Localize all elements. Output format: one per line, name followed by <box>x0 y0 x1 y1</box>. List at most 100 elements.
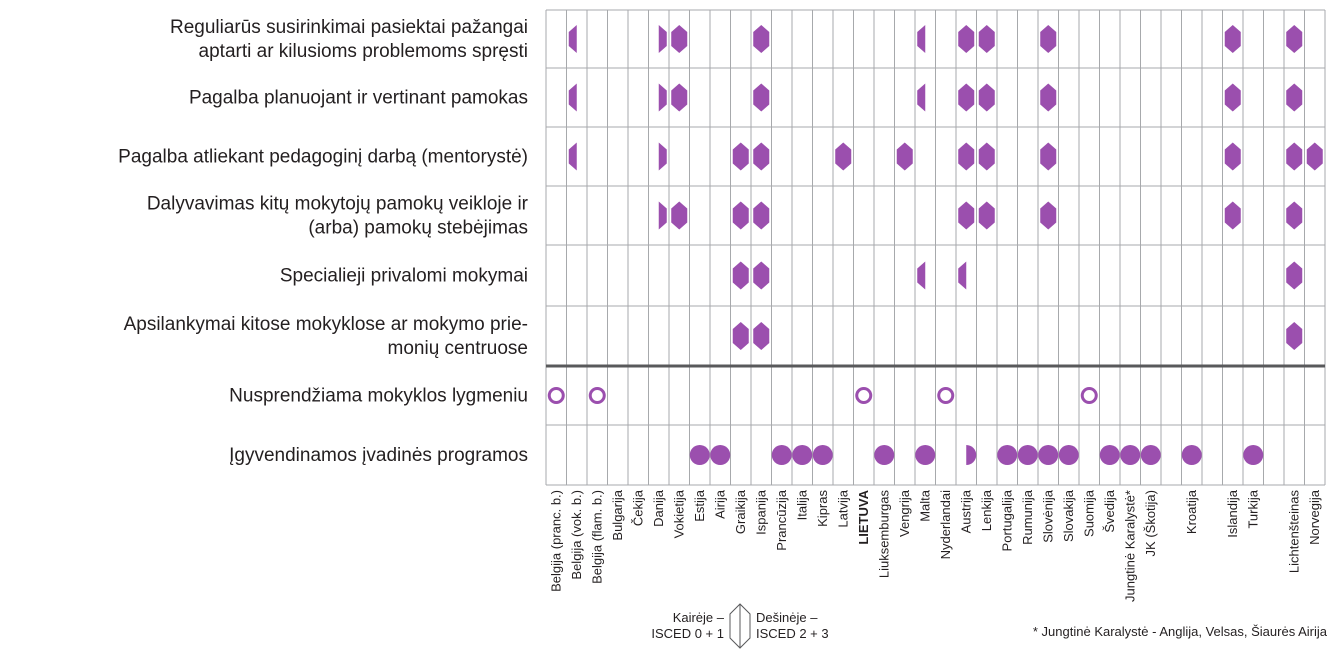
column-label: Turkija <box>1245 489 1260 528</box>
row-label: Specialieji privalomi mokymai <box>280 266 528 287</box>
mark-dot-half <box>966 445 977 465</box>
legend-symbol <box>729 603 751 649</box>
mark-both <box>753 322 770 350</box>
mark-dot <box>812 445 833 465</box>
mark-right <box>658 83 667 112</box>
footnote: * Jungtinė Karalystė - Anglija, Velsas, … <box>1033 624 1328 639</box>
column-label: Suomija <box>1081 489 1096 537</box>
mark-both <box>753 261 770 290</box>
column-label: Belgija (pranc. b.) <box>548 490 563 592</box>
mark-both <box>958 201 975 230</box>
mark-left <box>958 261 967 290</box>
mark-dot <box>710 445 731 465</box>
mark-dot <box>689 445 710 465</box>
mark-ring <box>855 387 873 404</box>
column-label: Švedija <box>1102 489 1117 532</box>
mark-dot <box>792 445 813 465</box>
mark-right <box>658 25 667 53</box>
column-label: JK (Škotija) <box>1143 490 1158 556</box>
mark-both <box>1224 25 1241 53</box>
row-label: Pagalba planuojant ir vertinant pamokas <box>189 88 528 109</box>
column-label: Malta <box>917 489 932 522</box>
column-label: Ispanija <box>753 489 768 535</box>
mark-ring <box>547 387 565 404</box>
legend-right: ISCED 2 + 3 <box>756 626 829 641</box>
mark-both <box>1040 25 1057 53</box>
column-label: Kipras <box>815 490 830 527</box>
mark-dot <box>1017 445 1038 465</box>
column-label: Estija <box>692 489 707 522</box>
mark-both <box>1224 201 1241 230</box>
mark-dot <box>1099 445 1120 465</box>
column-label: Liuksemburgas <box>876 490 891 579</box>
mark-ring <box>937 387 955 404</box>
row-label: aptarti ar kilusioms problemoms spręsti <box>199 41 528 62</box>
row-label: Pagalba atliekant pedagoginį darbą (ment… <box>118 147 528 168</box>
column-label: Airija <box>712 489 727 519</box>
row-label: Apsilankymai kitose mokyklose ar mokymo … <box>124 314 528 335</box>
mark-right <box>658 201 667 230</box>
mark-both <box>978 25 995 53</box>
mark-dot <box>1181 445 1202 465</box>
mark-both <box>753 201 770 230</box>
mark-both <box>1224 83 1241 112</box>
mark-both <box>958 142 975 171</box>
column-label: Vokietija <box>671 489 686 538</box>
mark-dot <box>1120 445 1141 465</box>
column-label: Austrija <box>958 489 973 533</box>
row-label: Dalyvavimas kitų mokytojų pamokų veikloj… <box>147 194 529 215</box>
mark-left <box>568 83 577 112</box>
row-label: Nusprendžiama mokyklos lygmeniu <box>229 386 528 407</box>
mark-both <box>958 83 975 112</box>
column-label: Slovakija <box>1061 489 1076 542</box>
column-label: Lenkija <box>979 489 994 531</box>
mark-both <box>1286 25 1303 53</box>
column-label: Rumunija <box>1020 489 1035 545</box>
row-label: Reguliarūs susirinkimai pasiektai pažang… <box>170 17 528 38</box>
mark-ring <box>1080 387 1098 404</box>
mark-both <box>958 25 975 53</box>
column-label: Italija <box>794 489 809 520</box>
mark-dot <box>874 445 895 465</box>
mark-both <box>732 322 749 350</box>
mark-both <box>732 142 749 171</box>
column-label: Portugalija <box>999 489 1014 551</box>
mark-both <box>753 142 770 171</box>
mark-both <box>732 261 749 290</box>
mark-dot <box>1058 445 1079 465</box>
mark-both <box>978 201 995 230</box>
column-label: Čekija <box>630 489 645 526</box>
mark-both <box>1286 261 1303 290</box>
mark-dot <box>1038 445 1059 465</box>
mark-left <box>917 261 926 290</box>
column-label: Graikija <box>733 489 748 534</box>
column-label: Belgija (flam. b.) <box>589 490 604 584</box>
mark-both <box>671 201 688 230</box>
legend-left: ISCED 0 + 1 <box>651 626 724 641</box>
column-label: Latvija <box>835 489 850 527</box>
mark-both <box>1286 142 1303 171</box>
mark-dot <box>1243 445 1264 465</box>
mark-both <box>978 83 995 112</box>
mark-both <box>1286 201 1303 230</box>
mark-both <box>753 25 770 53</box>
mark-left <box>568 25 577 53</box>
mark-left <box>568 142 577 171</box>
column-label: Belgija (vok. b.) <box>569 490 584 580</box>
mark-both <box>835 142 852 171</box>
mark-both <box>671 83 688 112</box>
column-label: Vengrija <box>897 489 912 537</box>
legend-right: Dešinėje – <box>756 610 818 625</box>
column-label: Islandija <box>1225 489 1240 537</box>
mark-dot <box>997 445 1018 465</box>
mark-both <box>896 142 913 171</box>
mark-left <box>917 83 926 112</box>
mark-both <box>732 201 749 230</box>
mark-ring <box>588 387 606 404</box>
mark-dot <box>915 445 936 465</box>
mark-both <box>1224 142 1241 171</box>
column-label: Jungtinė Karalystė* <box>1122 490 1137 602</box>
column-label: Bulgarija <box>610 489 625 540</box>
mark-both <box>1286 322 1303 350</box>
